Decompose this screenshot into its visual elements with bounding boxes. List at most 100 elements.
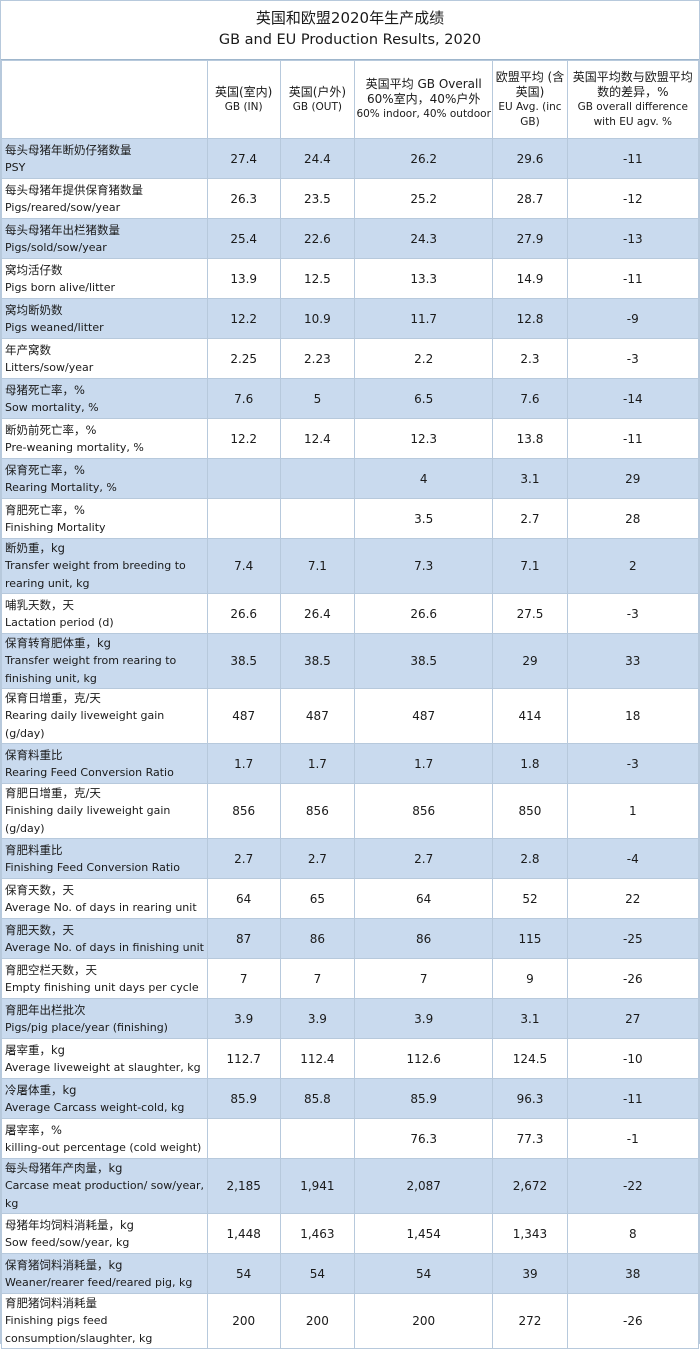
metric-label-cn: 屠宰率，% [5,1122,62,1137]
gb-outdoor-value [279,1118,355,1159]
metric-label-cn: 哺乳天数，天 [5,597,74,612]
metric-label-cn: 窝均活仔数 [5,262,63,277]
metric-label: 保育天数，天 Average No. of days in rearing uni… [1,878,208,919]
gb-outdoor-value: 23.5 [279,178,355,219]
eu-average-value: 7.6 [492,378,568,419]
metric-label-en: Empty finishing unit days per cycle [5,980,199,994]
metric-label-en: Litters/sow/year [5,360,94,374]
eu-average-value: 3.1 [492,458,568,499]
eu-average-value: 13.8 [492,418,568,459]
gb-overall-value: 7.3 [353,538,494,594]
table-row: 断奶前死亡率，% Pre-weaning mortality, % 12.2 12.4… [1,418,700,459]
metric-label-en: Pigs/reared/sow/year [5,200,121,214]
gb-outdoor-value: 86 [279,918,355,959]
eu-average-value: 7.1 [492,538,568,594]
difference-value: -3 [566,338,700,379]
gb-indoor-value [206,498,281,539]
metric-label: 保育猪饲料消耗量，kg Weaner/rearer feed/reared pig… [1,1253,208,1294]
metric-label-cn: 育肥料重比 [5,842,63,857]
metric-label: 每头母猪年提供保育猪数量 Pigs/reared/sow/year [1,178,208,219]
metric-label-cn: 窝均断奶数 [5,302,63,317]
eu-average-value: 39 [492,1253,568,1294]
metric-label: 育肥年出栏批次 Pigs/pig place/year (finishing) [1,998,208,1039]
difference-value: -11 [566,258,700,299]
metric-label: 年产窝数 Litters/sow/year [1,338,208,379]
table-row: 保育天数，天 Average No. of days in rearing uni… [1,878,700,919]
gb-outdoor-value: 12.4 [279,418,355,459]
gb-indoor-value: 856 [206,783,281,839]
metric-label: 保育死亡率，% Rearing Mortality, % [1,458,208,499]
gb-indoor-value: 1,448 [206,1213,281,1254]
metric-label: 每头母猪年断奶仔猪数量 PSY [1,138,208,179]
difference-value: -10 [566,1038,700,1079]
metric-label: 保育转育肥体重，kg Transfer weight from rearing t… [1,633,208,689]
eu-average-value: 29.6 [492,138,568,179]
table-row: 窝均断奶数 Pigs weaned/litter 12.2 10.9 11.7 12.8-… [1,298,700,339]
metric-label-cn: 每头母猪年断奶仔猪数量 [5,142,132,157]
metric-label-cn: 年产窝数 [5,342,51,357]
gb-overall-value: 26.6 [353,593,494,634]
difference-value: 33 [566,633,700,689]
table-row: 窝均活仔数 Pigs born alive/litter 13.9 12.5 13.3 1… [1,258,700,299]
table-row: 每头母猪年断奶仔猪数量 PSY 27.4 24.4 26.2 29.6 -11 [1,138,700,179]
metric-label-en: Carcase meat production/ sow/year, kg [5,1179,204,1210]
difference-value: -9 [566,298,700,339]
gb-outdoor-value: 22.6 [279,218,355,259]
table-row: 育肥天数，天 Average No. of days in finishing u… [1,918,700,959]
gb-overall-value: 76.3 [353,1118,494,1159]
metric-label: 断奶前死亡率，% Pre-weaning mortality, % [1,418,208,459]
gb-overall-value: 54 [353,1253,494,1294]
gb-overall-value: 85.9 [353,1078,494,1119]
gb-overall-value: 856 [353,783,494,839]
header-gb-indoor: 英国(室内) GB (IN) [206,60,281,139]
eu-average-value: 1,343 [492,1213,568,1254]
metric-label-en: Rearing Feed Conversion Ratio [5,765,174,779]
difference-value: 2 [566,538,700,594]
difference-value: 28 [566,498,700,539]
eu-average-value: 12.8 [492,298,568,339]
table-row: 屠宰率，% killing-out percentage (cold weight… [1,1118,700,1159]
eu-average-value: 52 [492,878,568,919]
difference-value: -4 [566,838,700,879]
metric-label: 冷屠体重，kg Average Carcass weight-cold, kg [1,1078,208,1119]
metric-label-en: Rearing Mortality, % [5,480,117,494]
metric-label-en: Average No. of days in finishing unit [5,940,204,954]
title-english: GB and EU Production Results, 2020 [218,32,482,48]
gb-overall-value: 200 [353,1293,494,1349]
gb-indoor-value: 487 [206,688,281,744]
difference-value: -25 [566,918,700,959]
difference-value: 22 [566,878,700,919]
metric-label: 断奶重，kg Transfer weight from breeding to r… [1,538,208,594]
metric-label-en: Pre-weaning mortality, % [5,440,144,454]
gb-outdoor-value: 12.5 [279,258,355,299]
gb-indoor-value [206,1118,281,1159]
metric-label: 每头母猪年产肉量，kg Carcase meat production/ sow/… [1,1158,208,1214]
gb-outdoor-value: 54 [279,1253,355,1294]
metric-label-cn: 育肥年出栏批次 [5,1002,86,1017]
table-row: 保育转育肥体重，kg Transfer weight from rearing t… [1,633,700,689]
gb-indoor-value: 64 [206,878,281,919]
table-row: 育肥死亡率，% Finishing Mortality 3.5 2.7 28 [1,498,700,539]
difference-value: 8 [566,1213,700,1254]
gb-outdoor-value [279,458,355,499]
metric-label-cn: 母猪死亡率，% [5,382,85,397]
metric-label: 每头母猪年出栏猪数量 Pigs/sold/sow/year [1,218,208,259]
metric-label-en: Pigs/sold/sow/year [5,240,107,254]
metric-label-cn: 屠宰重，kg [5,1042,65,1057]
gb-indoor-value: 3.9 [206,998,281,1039]
metric-label-en: Pigs weaned/litter [5,320,104,334]
difference-value: 18 [566,688,700,744]
metric-label: 母猪死亡率，% Sow mortality, % [1,378,208,419]
difference-value: 1 [566,783,700,839]
results-table: 英国(室内) GB (IN) 英国(户外) GB (OUT) 英国平均 GB Ove… [1,60,700,1349]
eu-average-value: 3.1 [492,998,568,1039]
metric-label-en: Finishing daily liveweight gain (g/day) [5,804,171,835]
gb-indoor-value: 7.4 [206,538,281,594]
metric-label-en: Rearing daily liveweight gain (g/day) [5,709,165,740]
metric-label: 哺乳天数，天 Lactation period (d) [1,593,208,634]
metric-label-en: Sow mortality, % [5,400,99,414]
gb-overall-value: 64 [353,878,494,919]
gb-indoor-value: 200 [206,1293,281,1349]
table-row: 育肥日增重，克/天 Finishing daily liveweight gain… [1,783,700,839]
gb-outdoor-value: 65 [279,878,355,919]
